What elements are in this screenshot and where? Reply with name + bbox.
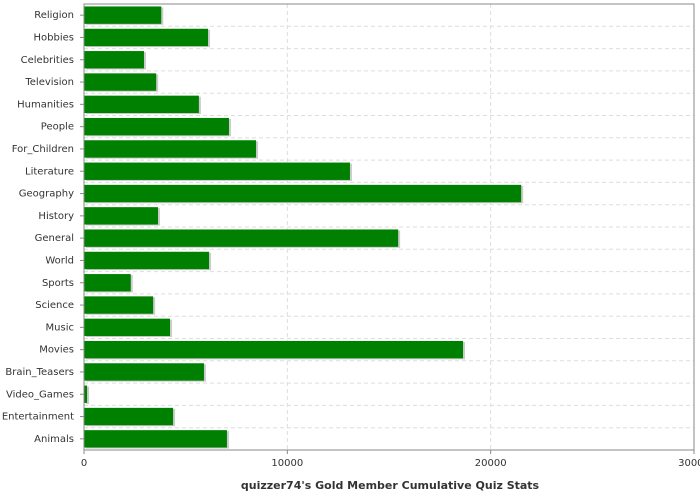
x-tick-label: 0 [81,458,87,469]
y-tick-label: Brain_Teasers [5,367,74,378]
y-tick-label: History [38,211,74,222]
bar [84,162,350,180]
y-tick-label: Animals [34,434,74,445]
y-tick-label: Humanities [17,99,74,110]
bar [84,430,227,448]
y-tick-label: Television [24,77,74,88]
y-tick-label: Hobbies [34,32,74,43]
x-tick-label: 10000 [271,458,303,469]
bar [84,140,257,158]
plot-border [83,3,695,451]
y-tick-label: Movies [39,345,74,356]
y-tick-label: Celebrities [21,55,74,66]
y-tick-label: Science [35,300,74,311]
y-tick-label: For_Children [12,144,74,155]
bar [84,251,210,270]
y-tick-label: Music [46,322,74,333]
y-tick-label: Religion [34,10,74,21]
bar [84,95,199,114]
bar [84,318,171,337]
bar [84,117,229,136]
x-tick-label: 20000 [475,458,507,469]
bar [84,6,162,24]
y-tick-label: Geography [19,189,74,200]
y-tick-label: Sports [42,278,74,289]
bar [84,385,88,403]
y-tick-label: Video_Games [6,389,74,400]
chart-title: quizzer74's Gold Member Cumulative Quiz … [241,479,540,492]
y-tick-label: Entertainment [2,412,74,423]
y-tick-label: People [41,122,74,133]
y-tick-label: General [35,233,74,244]
bar [84,51,144,69]
bar [84,73,157,91]
bar-shadow [86,386,90,404]
bar [84,28,209,47]
bar [84,184,522,203]
bar [84,229,399,247]
y-tick-label: World [45,255,74,266]
bar [84,296,154,314]
bar [84,407,174,426]
x-tick-label: 30000 [678,458,700,469]
bar [84,207,159,225]
bar [84,363,204,381]
bar [84,274,131,292]
y-tick-label: Literature [25,166,74,177]
bar [84,340,464,359]
